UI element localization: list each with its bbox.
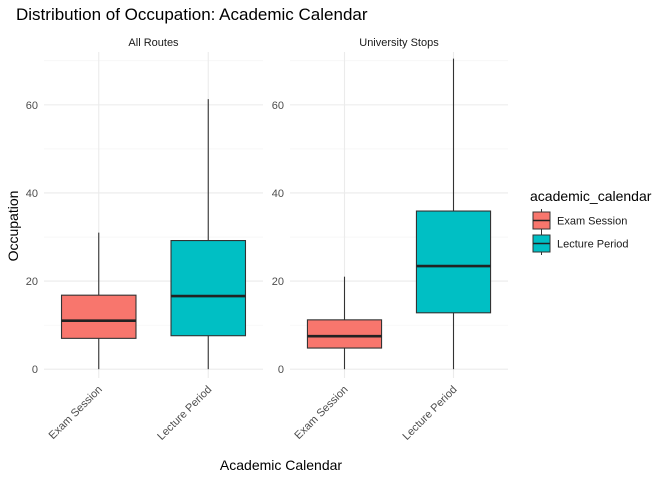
box-body xyxy=(306,319,383,349)
facet-strip-label: All Routes xyxy=(128,37,179,49)
legend-label: Exam Session xyxy=(557,216,627,228)
x-tick-label: Lecture Period xyxy=(155,384,214,443)
x-tick-label: Exam Session xyxy=(47,384,105,442)
legend-item: Exam Session xyxy=(532,209,627,232)
facet-panel: 0 20 40 60 University Stops Exam Session Lectu… xyxy=(272,37,508,443)
facet-strip-label: University Stops xyxy=(359,37,439,49)
box-body xyxy=(415,210,492,314)
legend: academic_calendar Exam Session Lecture Pe… xyxy=(530,188,652,255)
y-tick-label: 60 xyxy=(272,100,284,112)
box-body xyxy=(60,294,137,339)
x-tick-label: Exam Session xyxy=(292,384,350,442)
box-lecture-period xyxy=(415,58,492,370)
chart-title: Distribution of Occupation: Academic Cal… xyxy=(16,5,368,24)
legend-title: academic_calendar xyxy=(530,188,652,204)
x-axis-title: Academic Calendar xyxy=(220,457,343,473)
y-tick-label: 0 xyxy=(32,364,38,376)
box-exam-session xyxy=(306,276,383,370)
y-tick-label: 60 xyxy=(26,100,38,112)
facet-panels: 0 20 40 60 All Routes Exam Session Lecture Per… xyxy=(26,37,508,443)
x-tick-label: Lecture Period xyxy=(401,384,460,443)
y-axis-title: Occupation xyxy=(5,191,21,262)
y-tick-label: 20 xyxy=(26,276,38,288)
facet-panel: 0 20 40 60 All Routes Exam Session Lecture Per… xyxy=(26,37,263,443)
box-body xyxy=(170,240,247,337)
y-tick-label: 20 xyxy=(272,276,284,288)
y-tick-label: 40 xyxy=(272,188,284,200)
y-tick-label: 40 xyxy=(26,188,38,200)
y-tick-label: 0 xyxy=(278,364,284,376)
box-lecture-period xyxy=(170,99,247,370)
legend-item: Lecture Period xyxy=(532,232,629,255)
legend-label: Lecture Period xyxy=(557,239,629,251)
box-exam-session xyxy=(60,232,137,370)
